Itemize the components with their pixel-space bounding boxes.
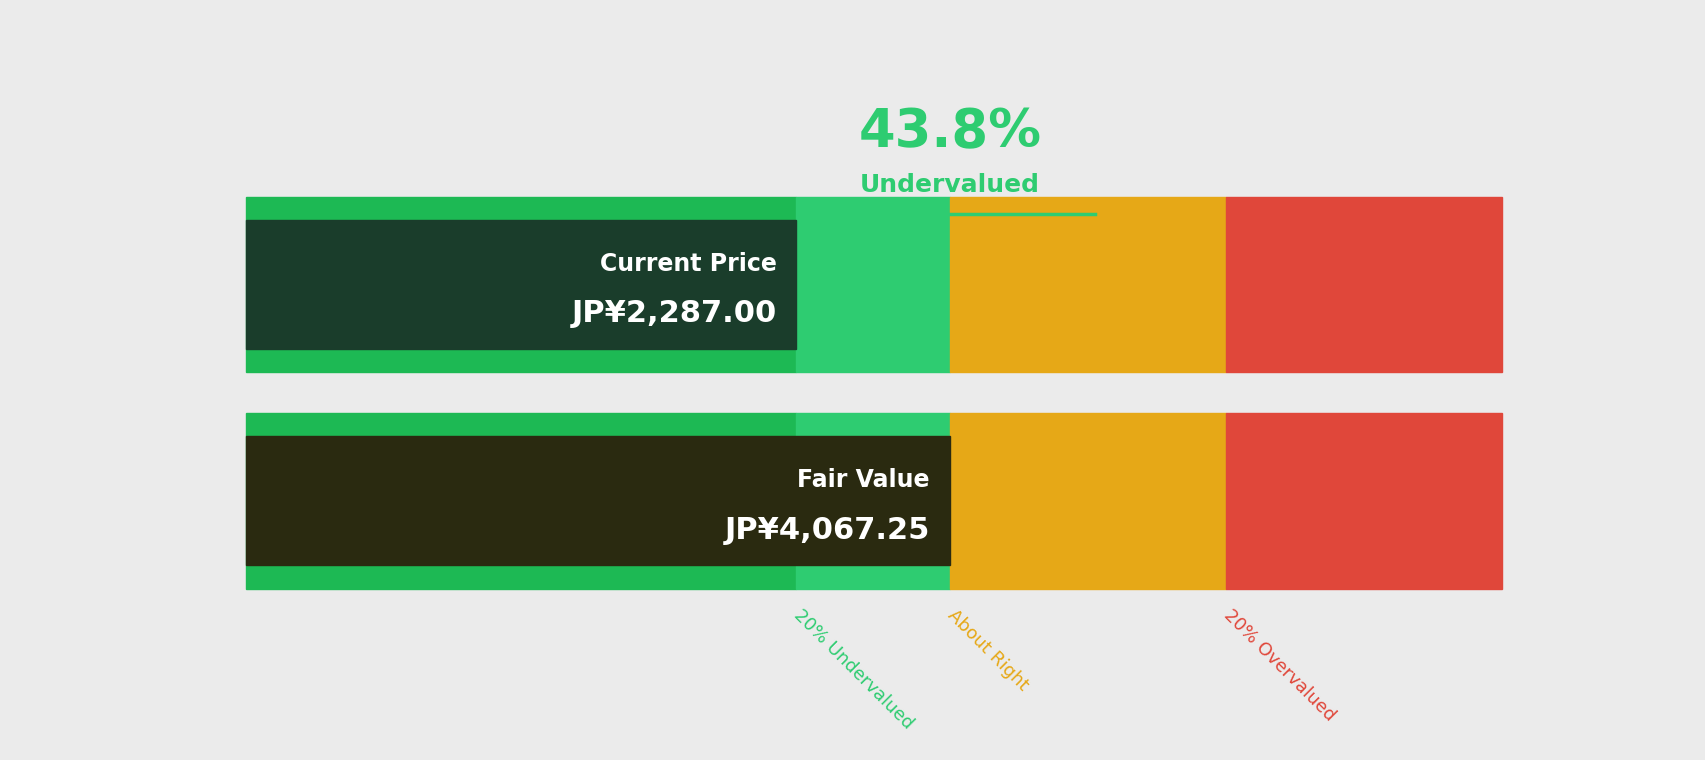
Text: Current Price: Current Price (600, 252, 776, 276)
Text: About Right: About Right (943, 606, 1032, 694)
Bar (246, 436, 950, 565)
Text: 43.8%: 43.8% (858, 106, 1040, 158)
Bar (246, 197, 796, 372)
Text: 20% Undervalued: 20% Undervalued (789, 606, 916, 733)
Bar (246, 220, 796, 349)
Bar (1226, 413, 1502, 588)
Bar (246, 413, 796, 588)
Text: Undervalued: Undervalued (859, 173, 1038, 197)
Text: JP¥4,067.25: JP¥4,067.25 (725, 515, 929, 545)
Bar (950, 413, 1226, 588)
Text: Fair Value: Fair Value (796, 468, 929, 492)
Bar (796, 197, 950, 372)
Text: 20% Overvalued: 20% Overvalued (1219, 606, 1338, 725)
Bar (1226, 197, 1502, 372)
Bar (796, 413, 950, 588)
Bar (950, 197, 1226, 372)
Text: JP¥2,287.00: JP¥2,287.00 (571, 299, 776, 328)
